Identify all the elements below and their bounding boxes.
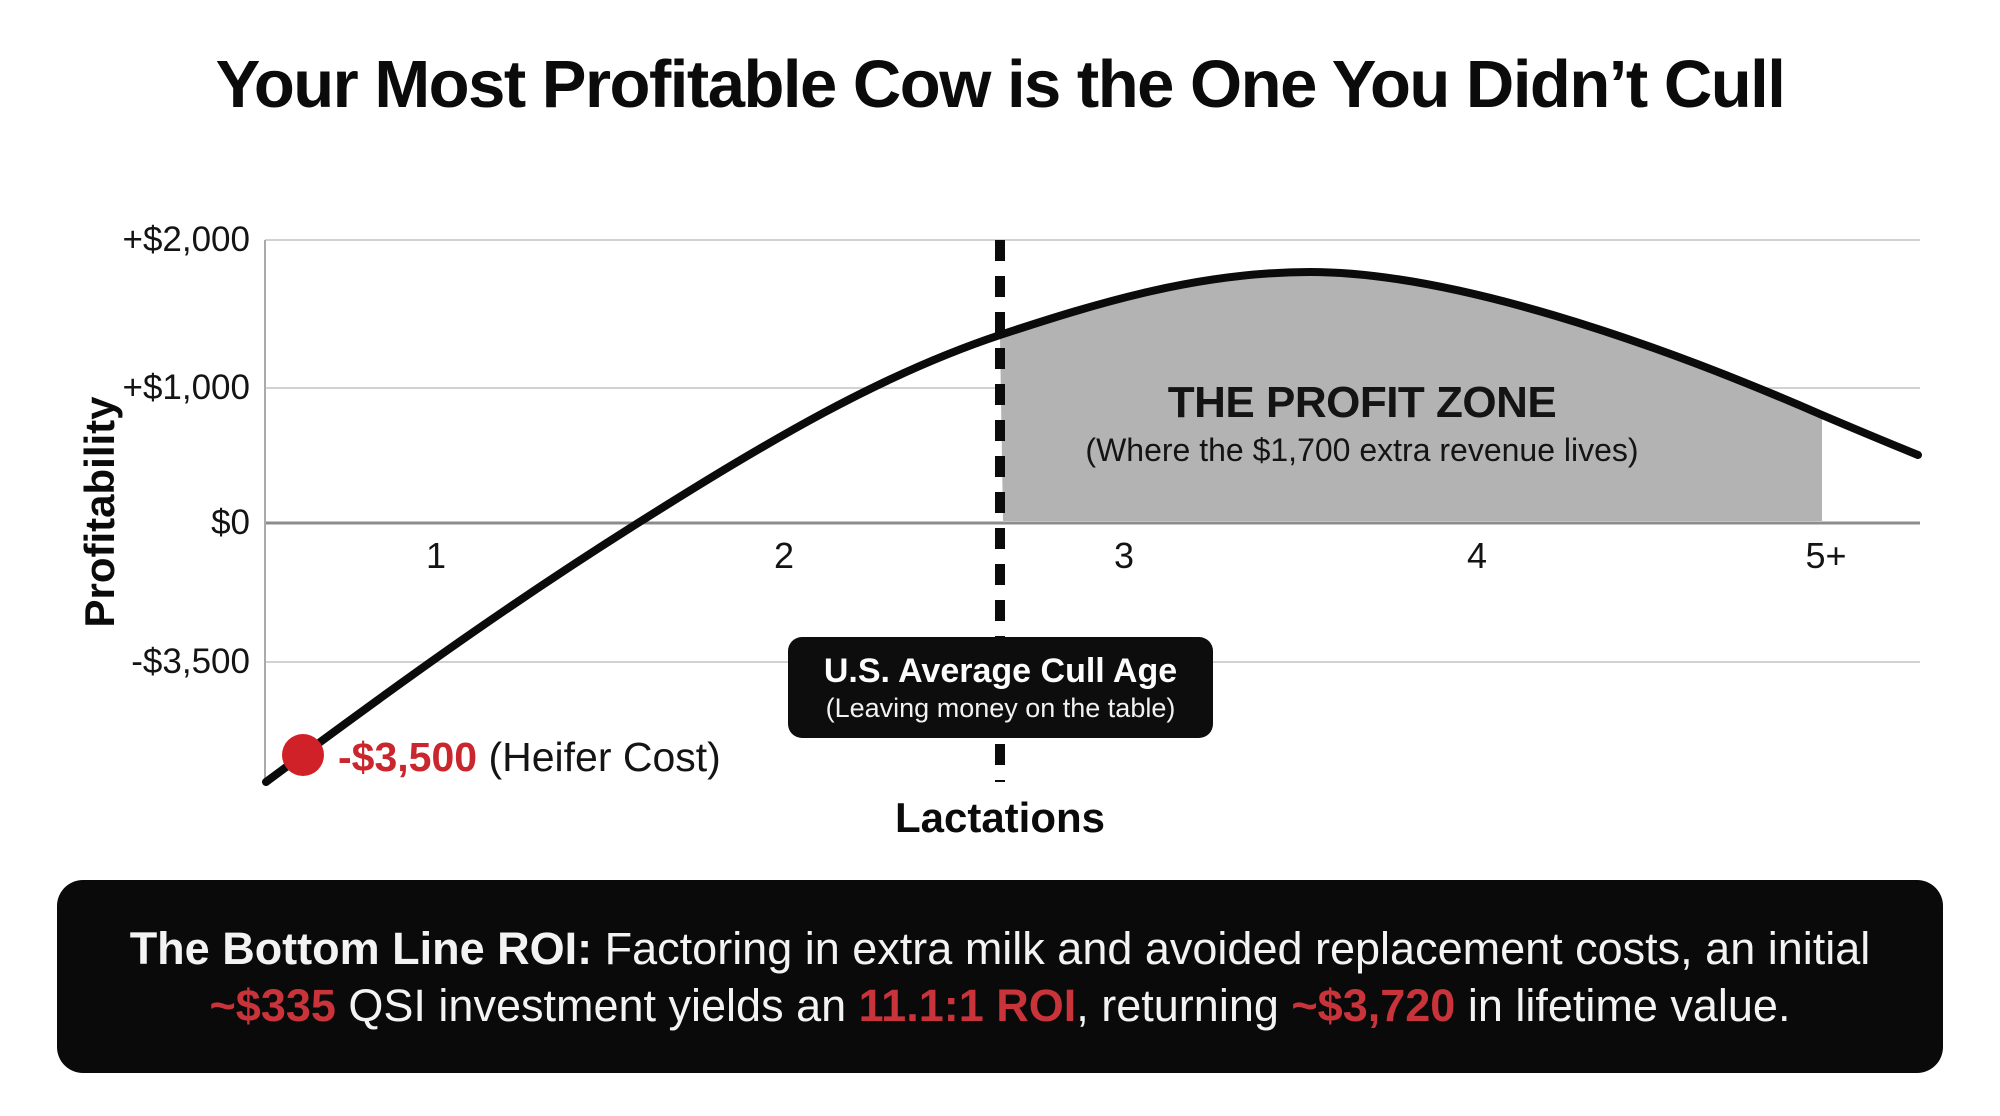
x-tick-2: 2: [773, 535, 795, 576]
heifer-cost-annotation: -$3,500 (Heifer Cost): [338, 734, 721, 780]
roi-line-1: The Bottom Line ROI: Factoring in extra …: [130, 920, 1871, 977]
x-tick-4: 4: [1466, 535, 1488, 576]
cull-age-title: U.S. Average Cull Age: [823, 651, 1178, 690]
y-tick-plus-2000: +$2,000: [122, 220, 251, 259]
profitability-curve: [262, 267, 1922, 786]
cull-age-subtitle: (Leaving money on the table): [825, 692, 1176, 723]
roi-heading: The Bottom Line ROI:: [129, 922, 593, 974]
profit-zone-area: [1000, 274, 1822, 521]
heifer-cost-label: (Heifer Cost): [477, 734, 721, 780]
roi-line-2: ~$335 QSI investment yields an 11.1:1 RO…: [210, 977, 1791, 1034]
roi-summary-box: The Bottom Line ROI: Factoring in extra …: [57, 880, 1943, 1073]
y-tick-zero: $0: [211, 503, 250, 542]
x-axis-title: Lactations: [894, 794, 1106, 841]
roi-investment-value: ~$335: [209, 979, 336, 1031]
x-tick-3: 3: [1113, 535, 1135, 576]
roi-lifetime-value: ~$3,720: [1291, 979, 1456, 1031]
profit-zone-title: THE PROFIT ZONE: [1167, 378, 1557, 427]
heifer-cost-value: -$3,500: [338, 734, 478, 780]
roi-text-2: QSI investment yields an: [335, 979, 859, 1031]
roi-ratio-value: 11.1:1 ROI: [858, 979, 1077, 1031]
profit-zone-subtitle: (Where the $1,700 extra revenue lives): [1085, 432, 1639, 468]
x-tick-1: 1: [425, 535, 447, 576]
roi-text-3: , returning: [1076, 979, 1292, 1031]
heifer-cost-dot: [282, 734, 324, 776]
y-tick-minus-3500: -$3,500: [131, 642, 250, 681]
x-tick-5plus: 5+: [1805, 535, 1847, 576]
cull-age-callout: U.S. Average Cull Age (Leaving money on …: [788, 637, 1213, 738]
page-title: Your Most Profitable Cow is the One You …: [215, 47, 1786, 122]
y-tick-plus-1000: +$1,000: [122, 368, 251, 407]
roi-text-4: in lifetime value.: [1455, 979, 1791, 1031]
y-axis-title: Profitability: [76, 396, 123, 628]
roi-text-1: Factoring in extra milk and avoided repl…: [592, 922, 1871, 974]
